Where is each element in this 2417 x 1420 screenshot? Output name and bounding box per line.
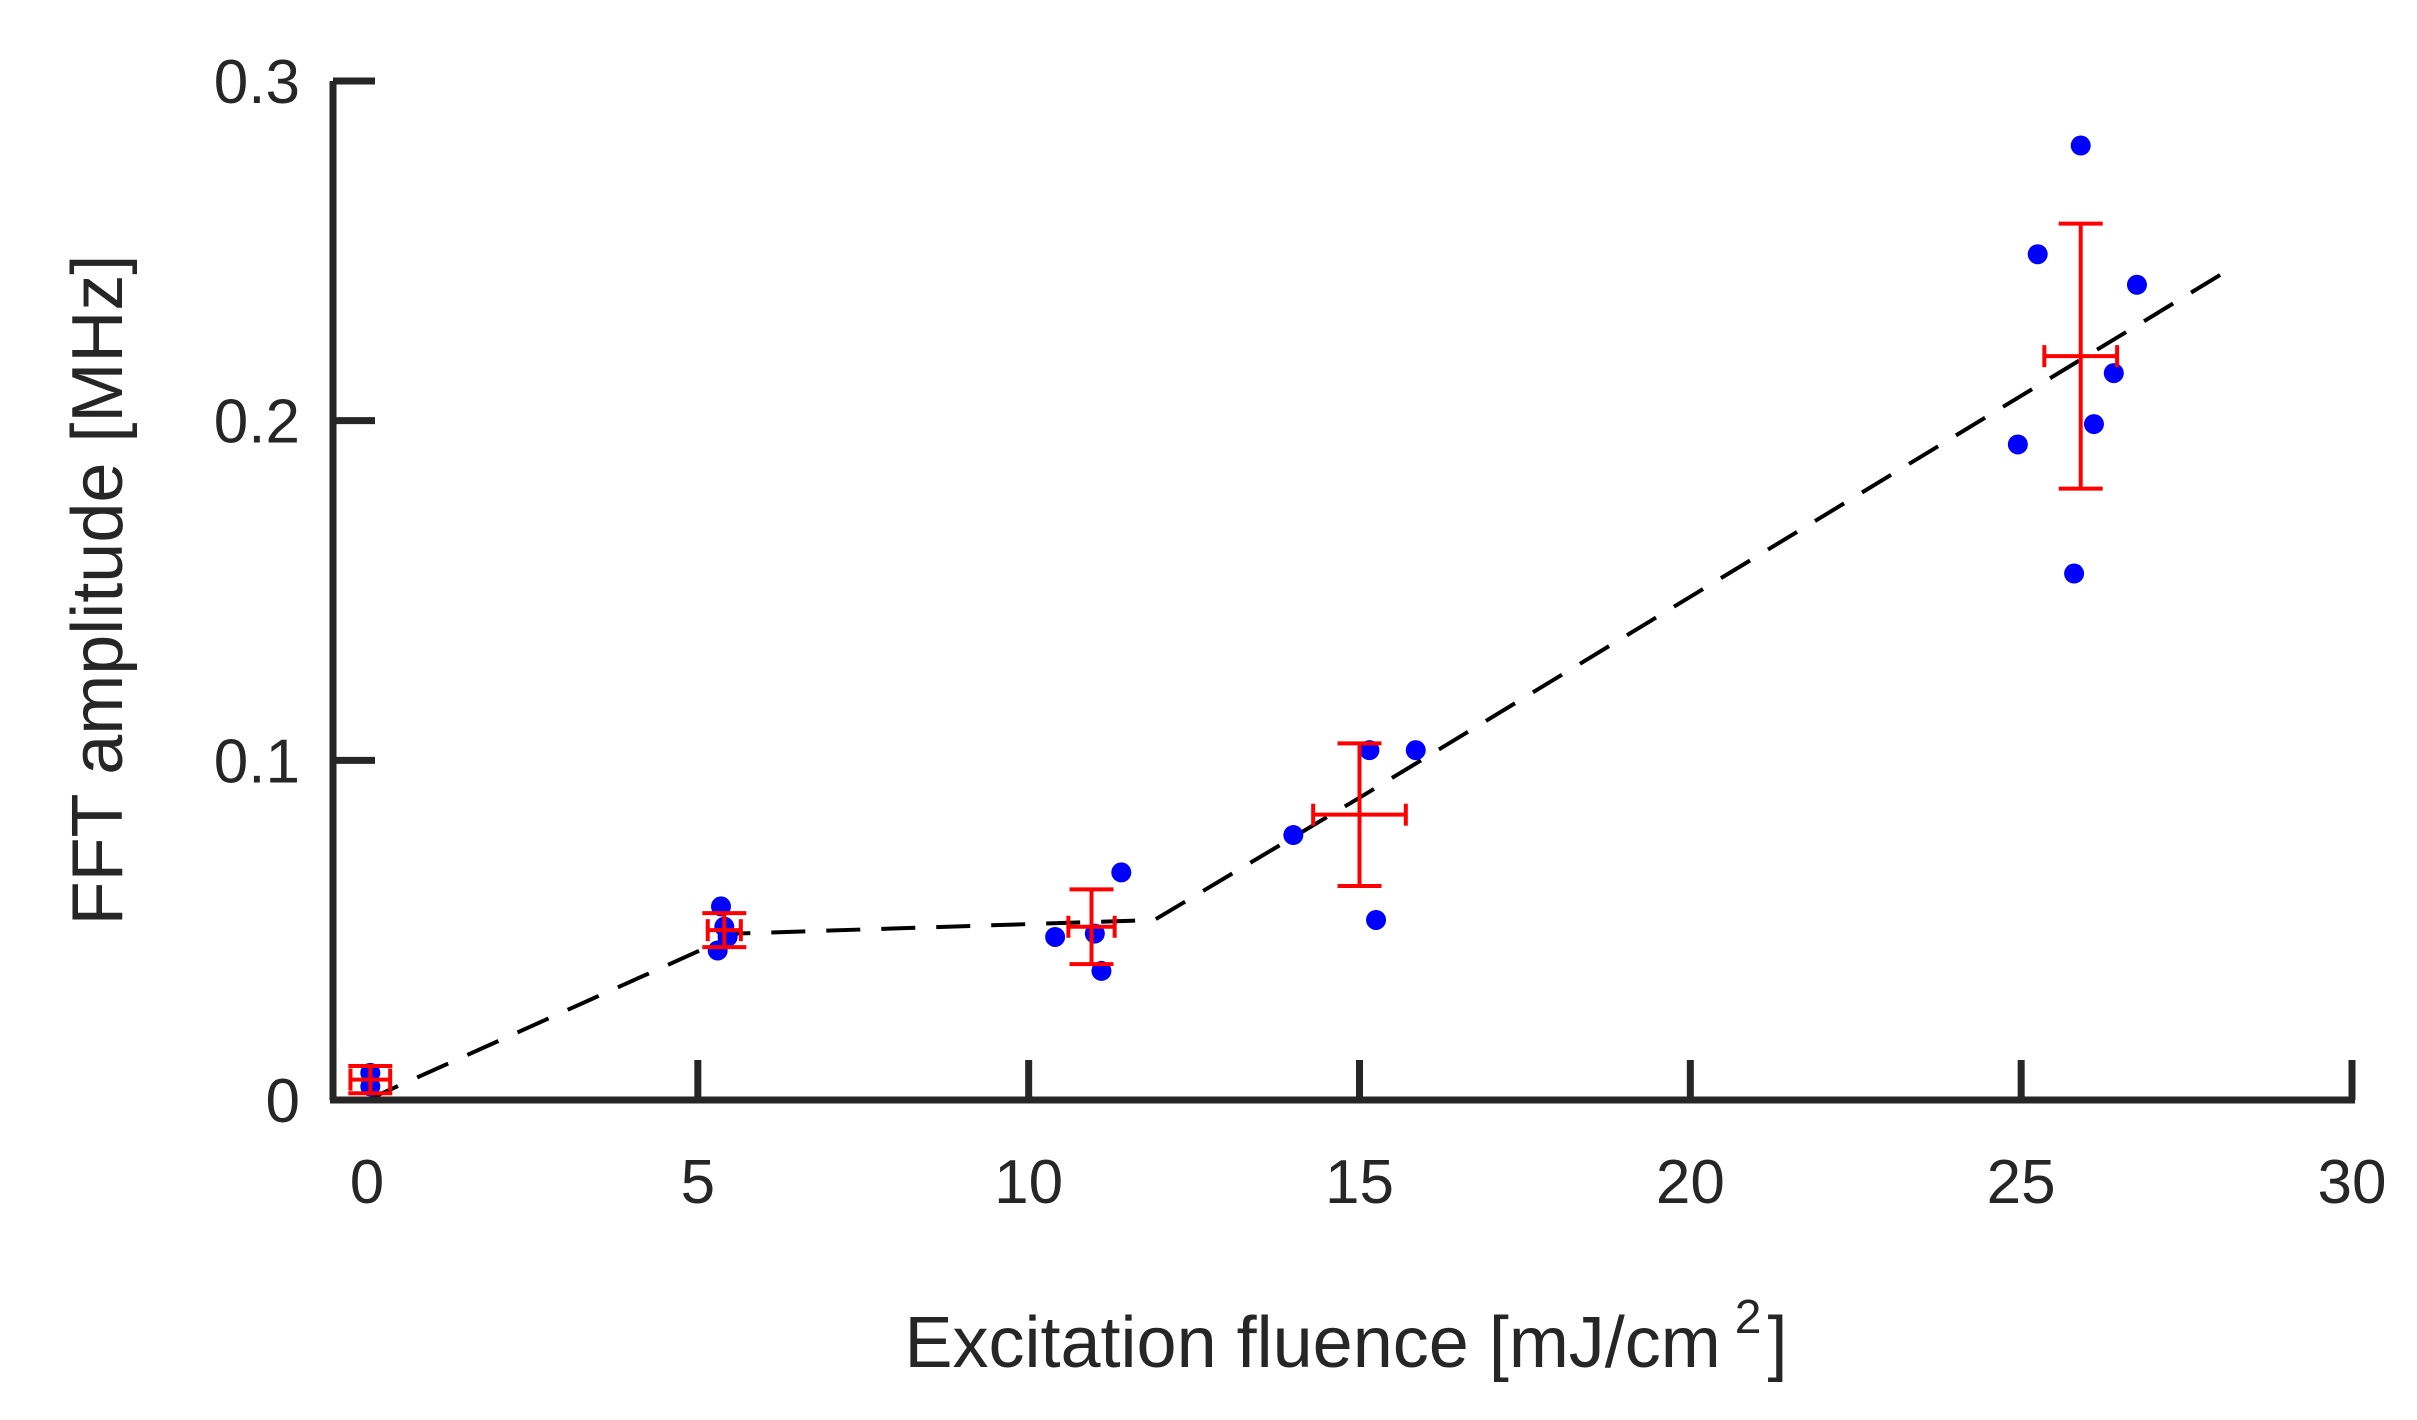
data-point [1366, 909, 1387, 930]
data-point [1045, 926, 1066, 947]
x-tick-label: 30 [2318, 1148, 2387, 1217]
data-point [2027, 244, 2048, 265]
data-point [2103, 363, 2124, 384]
x-axis-label-main: Excitation fluence [mJ/cm [904, 1303, 1720, 1383]
data-point [2070, 135, 2091, 156]
data-point [2007, 434, 2028, 455]
data-points-layer [360, 135, 2147, 1097]
fit-line [366, 269, 2228, 1102]
x-axis-label-suffix: ] [1767, 1303, 1787, 1383]
x-tick-label: 0 [350, 1148, 384, 1217]
y-tick-label: 0 [266, 1067, 300, 1136]
data-point [2083, 414, 2104, 435]
errorbar [1311, 741, 1408, 889]
data-point [1283, 825, 1304, 846]
ticks-layer: 0 5 10 15 20 25 30 0 0.1 0.2 0.3 [214, 48, 2387, 1217]
x-tick-label: 20 [1656, 1148, 1725, 1217]
x-axis-label: Excitation fluence [mJ/cm 2] [904, 1291, 1787, 1383]
fit-line-layer [366, 269, 2228, 1102]
errorbar-layer [348, 221, 2120, 1096]
y-tick-label: 0.1 [214, 727, 300, 796]
axes-layer [329, 81, 2355, 1104]
x-tick-label: 15 [1325, 1148, 1394, 1217]
x-axis-label-superscript: 2 [1735, 1291, 1762, 1344]
x-tick-label: 10 [994, 1148, 1063, 1217]
y-tick-label: 0.3 [214, 48, 300, 117]
errorbar [702, 911, 747, 950]
errorbar [348, 1064, 393, 1096]
y-tick-label: 0.2 [214, 388, 300, 457]
x-tick-label: 25 [1987, 1148, 2056, 1217]
data-point [1405, 740, 1426, 761]
data-point [2126, 274, 2147, 295]
data-point [2064, 563, 2085, 584]
x-tick-label: 5 [681, 1148, 715, 1217]
data-point [1111, 862, 1132, 883]
errorbar [2042, 221, 2120, 491]
errorbar [1066, 887, 1117, 967]
y-axis-label: FFT amplitude [MHz] [58, 255, 138, 926]
